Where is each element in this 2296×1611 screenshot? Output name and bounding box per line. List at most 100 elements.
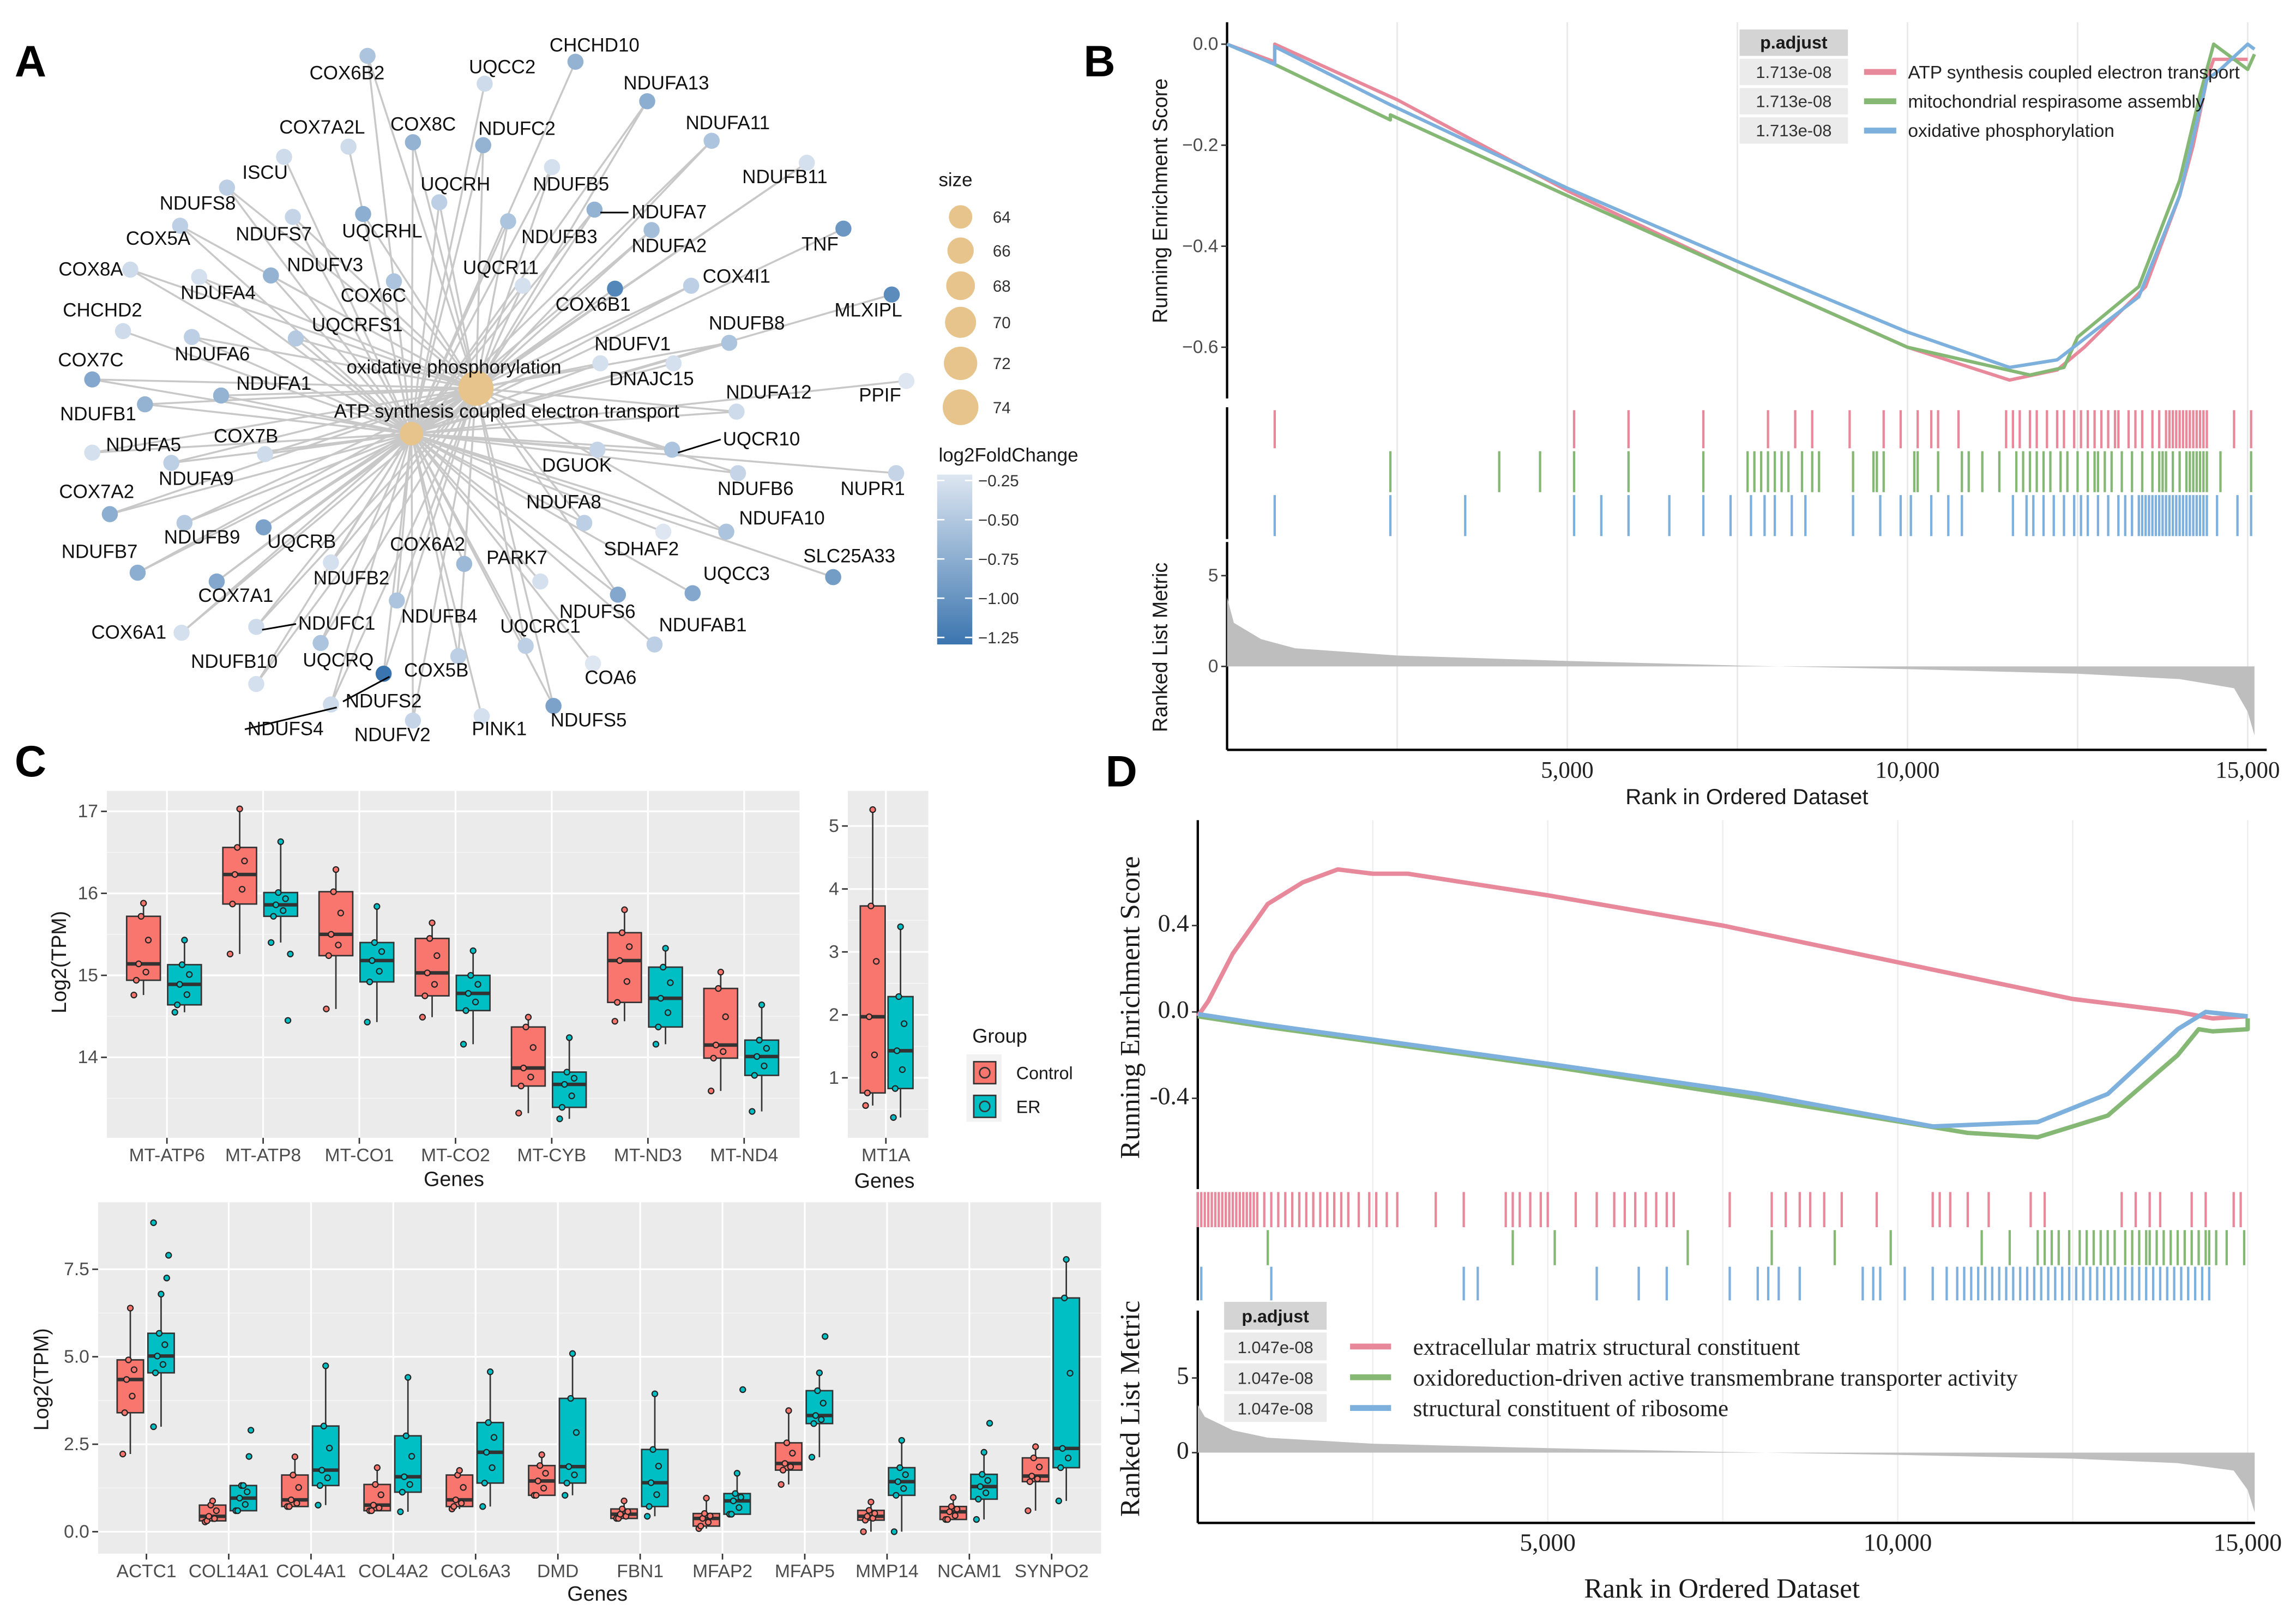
- box: [723, 1493, 751, 1515]
- gene-node: [584, 655, 601, 672]
- data-point: [563, 1069, 570, 1076]
- network-edge: [393, 281, 413, 434]
- data-point: [408, 1453, 415, 1460]
- data-point: [618, 1505, 626, 1513]
- gene-node: [664, 442, 680, 458]
- data-point: [613, 999, 621, 1006]
- data-point: [236, 1494, 243, 1502]
- gene-node: [544, 159, 561, 176]
- data-point: [707, 1512, 714, 1519]
- data-point: [862, 1102, 869, 1109]
- data-point: [330, 888, 337, 895]
- data-point: [213, 1507, 220, 1515]
- legend-header-bg: [1739, 29, 1848, 56]
- gene-node: [683, 277, 700, 294]
- data-point: [226, 950, 234, 958]
- network-edge: [475, 387, 739, 474]
- data-point: [822, 1333, 829, 1340]
- data-point: [732, 1490, 739, 1497]
- data-point: [973, 1516, 980, 1523]
- data-point: [229, 901, 236, 908]
- network-edge: [411, 432, 694, 594]
- data-point: [779, 1467, 787, 1474]
- gene-label: NDUFC2: [478, 118, 556, 140]
- data-point: [896, 1464, 903, 1471]
- data-point: [980, 1449, 987, 1456]
- data-point: [424, 969, 431, 976]
- gene-node: [721, 335, 738, 351]
- network-edge: [475, 388, 555, 707]
- data-point: [533, 1492, 540, 1499]
- data-point: [562, 1492, 569, 1499]
- box-er: [641, 1390, 669, 1520]
- es-y-tick-label: -0.4: [1149, 1082, 1189, 1109]
- x-tick-label: SYNPO2: [1015, 1561, 1089, 1582]
- gene-label: UQCRH: [420, 174, 490, 195]
- data-point: [126, 1305, 134, 1312]
- gene-label: UQCC3: [703, 563, 770, 584]
- gene-label: NDUFS6: [559, 601, 636, 623]
- box-er: [167, 937, 202, 1016]
- data-point: [328, 931, 335, 938]
- data-point: [789, 1450, 796, 1457]
- x-tick-label: MT-CYB: [517, 1145, 587, 1166]
- size-legend: 64 66 68 70 72 74: [942, 205, 1011, 425]
- gene-label: COX5A: [126, 228, 191, 249]
- network-edge: [475, 285, 692, 389]
- color-bar-ticks: −0.25 −0.50 −0.75 −1.00 −1.25: [937, 472, 1019, 647]
- gene-label: NDUFV3: [287, 254, 363, 275]
- data-point: [335, 942, 342, 949]
- gene-node: [798, 154, 815, 171]
- box-control: [281, 1453, 309, 1510]
- c-bottom-ylabel: Log2(TPM): [30, 1328, 53, 1431]
- box-er: [648, 945, 683, 1048]
- data-point: [1064, 1455, 1072, 1462]
- data-point: [864, 1513, 871, 1520]
- network-edge: [198, 276, 412, 435]
- network-edge: [382, 388, 477, 674]
- x-tick-label: NCAM1: [937, 1561, 1001, 1582]
- box-er: [359, 903, 395, 1025]
- box: [551, 1071, 587, 1108]
- gene-node: [285, 209, 301, 225]
- gene-node: [248, 619, 264, 635]
- data-point: [368, 1507, 375, 1515]
- legend-pvalue: 1.047e-08: [1238, 1399, 1313, 1419]
- data-point: [864, 1089, 871, 1096]
- data-point: [450, 1503, 457, 1510]
- network-edge: [475, 209, 595, 389]
- legend-pvalue: 1.047e-08: [1238, 1368, 1313, 1387]
- network-edge: [255, 433, 413, 627]
- plot-background: [107, 791, 800, 1138]
- gene-label: NDUFS7: [236, 224, 312, 245]
- data-point: [282, 895, 289, 902]
- data-point: [542, 1470, 549, 1477]
- metric-y-tick-label: 5: [1177, 1361, 1189, 1389]
- size-legend-label: 74: [993, 399, 1011, 417]
- es-y-tick-label: −0.2: [1182, 135, 1218, 155]
- legend-series-name: mitochondrial respirasome assembly: [1908, 92, 2205, 112]
- data-point: [234, 844, 241, 851]
- gene-label: COX8A: [58, 258, 123, 280]
- gene-node: [129, 564, 146, 581]
- data-point: [486, 1368, 494, 1375]
- data-point: [733, 1470, 741, 1477]
- gene-label: NDUFA9: [159, 468, 234, 489]
- data-point: [173, 1001, 181, 1009]
- box: [414, 938, 450, 997]
- box: [887, 995, 914, 1089]
- data-point: [286, 1503, 293, 1510]
- data-point: [123, 1376, 130, 1383]
- data-point: [315, 1501, 322, 1509]
- ranked-metric-area: [1227, 597, 2255, 735]
- box: [607, 932, 642, 1004]
- size-legend-label: 72: [993, 355, 1011, 373]
- data-point: [563, 1480, 570, 1487]
- data-point: [657, 994, 664, 1002]
- metric-y-tick-label: 5: [1208, 566, 1219, 586]
- gene-node: [340, 138, 357, 155]
- data-point: [376, 1504, 383, 1512]
- data-point: [891, 1085, 899, 1092]
- data-point: [620, 1497, 628, 1505]
- b-xlabel: Rank in Ordered Dataset: [1625, 785, 1868, 809]
